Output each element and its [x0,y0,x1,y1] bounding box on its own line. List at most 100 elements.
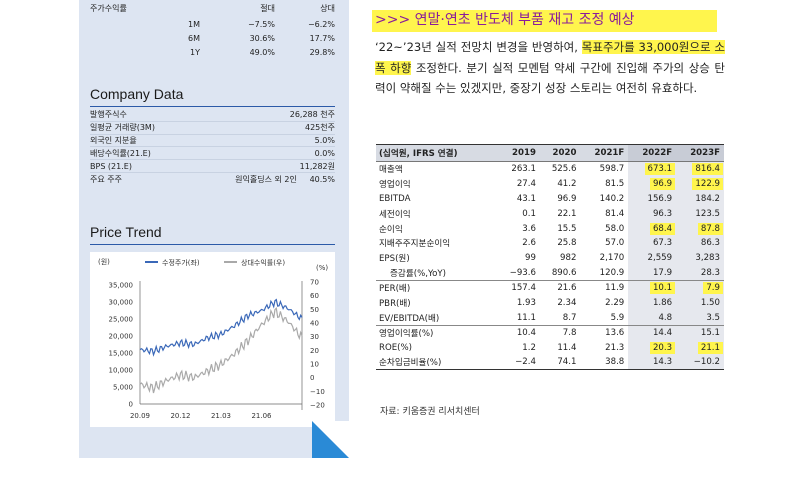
left-axis-tick: 10,000 [109,367,134,375]
price-trend-title: Price Trend [90,224,162,240]
table-row: EPS(원) 99 982 2,170 2,559 3,283 [376,250,724,266]
table-cell: 2.29 [605,297,625,308]
returns-header-rel: 상대 [320,4,335,13]
table-row-label: 영업이익률(%) [376,324,498,341]
returns-period: 1Y [190,47,200,57]
table-cell: 2,559 [628,250,677,266]
table-row: 순차입금비율(%) −2.4 74.1 38.8 14.3 −10.2 [376,355,724,371]
table-cell: 38.8 [580,355,629,371]
price-trend-divider [90,244,335,245]
table-row-label: PBR(배) [379,298,411,309]
table-cell: 21.3 [605,342,625,353]
company-data-value: 5.0% [314,135,335,145]
table-cell: 3.5 [676,310,724,326]
table-cell: 1.86 [628,295,677,311]
company-data-row: 주요 주주 원익홀딩스 외 2인 40.5% [90,173,335,186]
table-row-label: 순이익 [379,224,403,235]
table-header-cell: 2021F [580,144,629,162]
legend-relative-label: 상대수익률(우) [241,258,285,267]
table-header-cell: 2022F [628,144,677,162]
body-text-1: ‘22~’23년 실적 전망치 변경을 반영하여, [375,40,582,54]
left-axis-unit: (원) [98,257,110,266]
table-cell: 5.9 [610,312,625,323]
table-cell: 20.3 [628,340,677,356]
headline-highlight [372,10,717,32]
company-data-value: 0.0% [314,148,335,158]
table-cell: 86.3 [676,235,724,251]
table-header-row: (십억원, IFRS 연결) 2019 2020 2021F 2022F 2023F [376,144,724,162]
table-row-label: ROE(%) [379,342,413,353]
table-row: 매출액 263.1 525.6 598.7 673.1 816.4 [376,161,724,177]
x-axis-tick: 21.06 [251,412,272,420]
right-axis-tick: 20 [310,347,319,355]
returns-table: 1M −7.5% −6.2% 6M 30.6% 17.7% 1Y 49.0% 29.8% [90,17,335,59]
table-cell: 7.8 [539,324,581,341]
table-cell-highlight: 87.8 [697,222,723,235]
company-data-row: 배당수익률(21.E) 0.0% [90,147,335,161]
right-axis-tick: 30 [310,333,319,341]
table-cell: 122.9 [676,176,724,192]
table-cell: 10.1 [628,280,677,296]
table-row-label: 세전이익 [379,209,411,220]
table-row: EV/EBITDA(배) 11.1 8.7 5.9 4.8 3.5 [376,310,724,326]
table-cell: 11.1 [516,312,536,323]
company-data-row: 발행주식수 26,288 천주 [90,109,335,122]
table-cell: 10.4 [497,324,540,341]
table-cell: 2.6 [522,238,536,249]
table-cell: 525.6 [551,164,577,175]
series-line-price [139,298,303,357]
x-axis-tick: 21.03 [211,412,231,420]
right-axis-tick: 40 [310,320,319,328]
returns-rel: 17.7% [309,33,335,43]
table-header-cell: (십억원, IFRS 연결) [376,144,498,162]
company-data-row: BPS (21.E) 11,282원 [90,160,335,173]
table-cell-highlight: 21.1 [697,341,723,354]
left-axis-tick: 30,000 [109,299,134,307]
company-data-row: 외국인 지분율 5.0% [90,135,335,148]
table-cell: 598.7 [599,164,625,175]
table-cell: 68.4 [628,221,677,236]
legend-price-label: 수정주가(좌) [162,258,200,267]
table-cell: 17.9 [628,265,677,281]
x-axis-tick: 20.09 [130,412,150,420]
company-data-value: 26,288 천주 [289,110,335,120]
table-cell: 890.6 [551,267,577,278]
company-data-value: 11,282원 [299,161,335,171]
table-cell: 11.9 [580,280,629,296]
left-axis-tick: 5,000 [113,384,133,392]
table-cell: 96.9 [628,176,677,192]
table-row-label: EV/EBITDA(배) [379,313,440,324]
returns-header: 주가수익률 절대 상대 [90,3,335,14]
table-cell: 120.9 [599,267,625,278]
right-axis-tick: 50 [310,306,319,314]
table-cell: 1.50 [676,295,724,311]
company-data-value: 원익홀딩스 외 2인 40.5% [235,174,335,184]
table-cell: 13.6 [580,324,629,341]
table-cell: 81.5 [605,178,625,189]
returns-abs: 30.6% [249,33,275,43]
returns-header-abs: 절대 [260,4,275,13]
table-cell: 156.9 [628,191,677,207]
table-cell: 816.4 [676,161,724,177]
right-axis-tick: 60 [310,292,319,300]
table-cell: 263.1 [511,164,536,175]
financial-summary-table: (십억원, IFRS 연결) 2019 2020 2021F 2022F 2023F 매출… [376,144,724,371]
company-data-title: Company Data [90,86,184,102]
table-cell: 57.0 [605,238,625,249]
right-axis-tick: 70 [310,279,319,287]
table-cell: 11.4 [557,342,577,353]
table-cell: 3.6 [522,223,536,234]
table-cell: 1.93 [516,297,536,308]
company-data-row: 일평균 거래량(3M) 425천주 [90,122,335,135]
company-data-label: 외국인 지분율 [90,135,137,145]
table-row-label: EPS(원) [379,254,410,265]
table-cell: 4.8 [628,310,677,326]
left-axis-tick: 20,000 [109,333,134,341]
table-row-label: 증감률(%,YoY) [390,268,446,279]
table-cell: 982 [560,253,577,264]
table-cell: 25.8 [557,238,577,249]
table-cell: 41.2 [557,178,577,189]
left-axis-tick: 15,000 [109,350,134,358]
table-row-label: 지배주주지분순이익 [379,239,451,250]
table-cell: 0.1 [522,208,536,219]
